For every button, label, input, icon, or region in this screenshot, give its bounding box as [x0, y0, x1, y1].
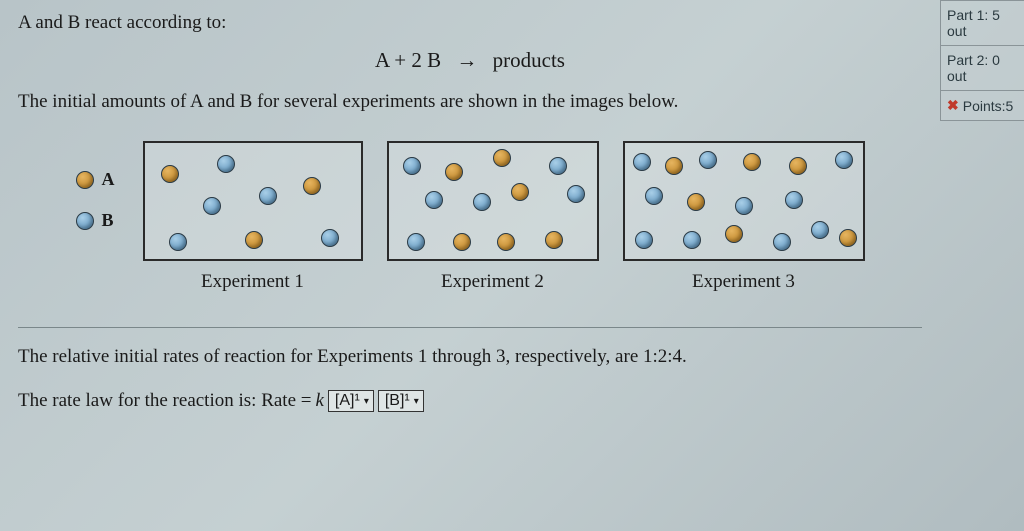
order-b-select[interactable]: [B]¹ ▾ — [378, 390, 424, 412]
particle-b-icon — [645, 187, 663, 205]
particle-a-icon — [789, 157, 807, 175]
particle-a-icon — [161, 165, 179, 183]
experiment-3-box — [623, 141, 865, 261]
rate-law-prefix: The rate law for the reaction is: Rate = — [18, 390, 311, 412]
experiment-2: Experiment 2 — [387, 141, 599, 293]
reaction-equation: A + 2 B → products — [18, 48, 922, 73]
rate-law-k: k — [315, 390, 323, 412]
particle-b-icon — [403, 157, 421, 175]
particle-b-icon — [773, 233, 791, 251]
score-part-2: Part 2: 0 out — [940, 46, 1024, 91]
particle-b-icon — [811, 221, 829, 239]
particle-a-icon — [493, 149, 511, 167]
particle-b-icon — [567, 185, 585, 203]
equation-rhs: products — [493, 48, 565, 72]
particle-b-icon — [169, 233, 187, 251]
particle-b-icon — [259, 187, 277, 205]
particle-b-icon — [635, 231, 653, 249]
prompt-line-1: A and B react according to: — [18, 12, 922, 34]
particle-a-icon — [725, 225, 743, 243]
legend-label-b: B — [102, 210, 114, 231]
particle-a-icon — [687, 193, 705, 211]
particle-a-icon — [743, 153, 761, 171]
experiment-2-box — [387, 141, 599, 261]
particle-a-icon — [839, 229, 857, 247]
experiment-1-label: Experiment 1 — [201, 271, 304, 293]
score-points-text: Points:5 — [963, 98, 1014, 114]
legend-dot-b-icon — [76, 212, 94, 230]
particle-a-icon — [445, 163, 463, 181]
particle-b-icon — [785, 191, 803, 209]
particle-b-icon — [633, 153, 651, 171]
particle-b-icon — [407, 233, 425, 251]
particle-b-icon — [835, 151, 853, 169]
particle-b-icon — [217, 155, 235, 173]
rate-law-line: The rate law for the reaction is: Rate =… — [18, 390, 922, 412]
score-panel: Part 1: 5 out Part 2: 0 out ✖ Points:5 — [940, 0, 1024, 150]
relative-rates-text: The relative initial rates of reaction f… — [18, 346, 922, 368]
particle-a-icon — [511, 183, 529, 201]
chevron-down-icon: ▾ — [364, 396, 369, 407]
legend-dot-a-icon — [76, 171, 94, 189]
equation-lhs: A + 2 B — [375, 48, 441, 72]
score-part-1: Part 1: 5 out — [940, 0, 1024, 46]
legend-label-a: A — [102, 169, 115, 190]
particle-b-icon — [425, 191, 443, 209]
experiment-3: Experiment 3 — [623, 141, 865, 293]
arrow-icon: → — [456, 48, 477, 73]
experiment-1-box — [143, 141, 363, 261]
experiments-row: A B Experiment 1 Experiment 2 Experiment… — [18, 141, 922, 293]
experiment-3-label: Experiment 3 — [692, 271, 795, 293]
order-b-value: [B]¹ — [385, 392, 410, 410]
prompt-line-2: The initial amounts of A and B for sever… — [18, 91, 922, 113]
experiment-2-label: Experiment 2 — [441, 271, 544, 293]
legend-item-a: A — [76, 169, 115, 190]
particle-b-icon — [699, 151, 717, 169]
particle-b-icon — [321, 229, 339, 247]
experiment-1: Experiment 1 — [143, 141, 363, 293]
particle-a-icon — [545, 231, 563, 249]
legend-item-b: B — [76, 210, 115, 231]
order-a-value: [A]¹ — [335, 392, 360, 410]
particle-a-icon — [453, 233, 471, 251]
particle-b-icon — [683, 231, 701, 249]
particle-b-icon — [549, 157, 567, 175]
legend: A B — [76, 169, 115, 231]
particle-a-icon — [303, 177, 321, 195]
separator — [18, 327, 922, 328]
particle-a-icon — [497, 233, 515, 251]
chevron-down-icon: ▾ — [414, 396, 419, 407]
particle-b-icon — [473, 193, 491, 211]
order-a-select[interactable]: [A]¹ ▾ — [328, 390, 374, 412]
x-icon: ✖ — [947, 97, 959, 114]
particle-b-icon — [203, 197, 221, 215]
score-points: ✖ Points:5 — [940, 91, 1024, 121]
particle-b-icon — [735, 197, 753, 215]
particle-a-icon — [665, 157, 683, 175]
particle-a-icon — [245, 231, 263, 249]
